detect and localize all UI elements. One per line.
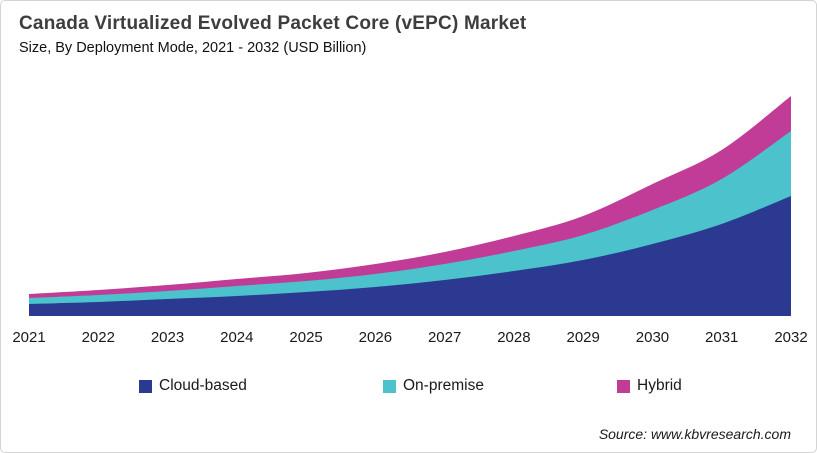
legend-item-cloud-based: Cloud-based — [139, 377, 247, 395]
chart-title: Canada Virtualized Evolved Packet Core (… — [19, 13, 527, 34]
chart-subtitle: Size, By Deployment Mode, 2021 - 2032 (U… — [19, 40, 367, 56]
legend-label-hybrid: Hybrid — [637, 377, 682, 394]
x-axis-label-2026: 2026 — [358, 329, 393, 346]
legend-item-hybrid: Hybrid — [617, 377, 682, 395]
x-axis-label-2030: 2030 — [635, 329, 670, 346]
x-axis-label-2028: 2028 — [497, 329, 531, 346]
x-axis-label-2024: 2024 — [220, 329, 254, 346]
legend-label-cloud-based: Cloud-based — [159, 377, 247, 394]
x-axis-label-2022: 2022 — [81, 329, 115, 346]
x-axis-label-2021: 2021 — [12, 329, 46, 346]
source-credit: Source: www.kbvresearch.com — [598, 426, 791, 442]
legend-swatch-on-premise — [383, 379, 396, 393]
legend-item-on-premise: On-premise — [383, 377, 484, 395]
legend-swatch-cloud-based — [139, 379, 152, 393]
legend-label-on-premise: On-premise — [403, 377, 484, 394]
area-cloud-based — [29, 196, 791, 316]
x-axis-label-2027: 2027 — [427, 329, 462, 346]
chart-header: Canada Virtualized Evolved Packet Core (… — [19, 13, 526, 56]
x-axis-label-2023: 2023 — [150, 329, 185, 346]
x-axis-label-2032: 2032 — [774, 329, 808, 346]
x-axis-label-2029: 2029 — [566, 329, 600, 346]
x-axis-label-2025: 2025 — [289, 329, 323, 346]
x-axis-label-2031: 2031 — [705, 329, 739, 346]
legend-swatch-hybrid — [617, 379, 630, 393]
